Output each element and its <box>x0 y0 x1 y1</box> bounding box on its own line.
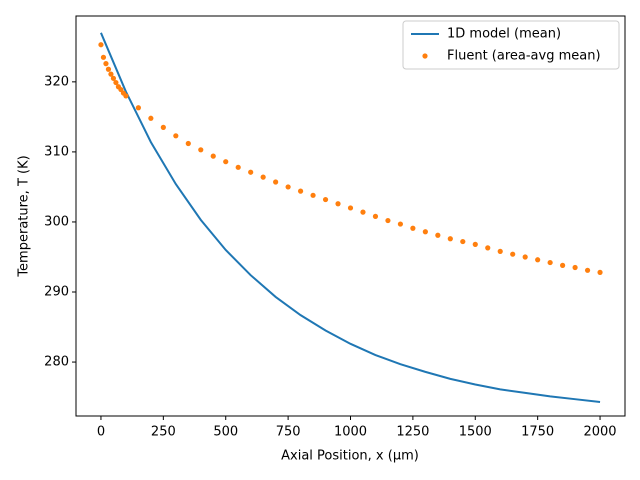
x-tick-label: 1000 <box>334 425 367 440</box>
scatter-point <box>597 269 603 275</box>
y-tick-label: 300 <box>44 214 69 229</box>
x-tick-label: 250 <box>151 425 176 440</box>
scatter-point <box>113 79 119 86</box>
scatter-point <box>422 229 428 235</box>
scatter-point <box>285 184 291 190</box>
scatter-point <box>510 251 516 257</box>
x-tick-label: 1750 <box>521 425 554 440</box>
y-tick-label: 290 <box>44 285 69 300</box>
y-tick-label: 320 <box>44 74 69 89</box>
legend-box <box>402 20 620 70</box>
scatter-point <box>185 140 191 147</box>
scatter-point <box>360 209 366 215</box>
scatter-point <box>248 169 254 175</box>
scatter-point <box>235 164 241 170</box>
scatter-point <box>447 236 453 242</box>
scatter-point <box>148 115 154 121</box>
scatter-point <box>410 225 416 231</box>
x-tick-label: 1250 <box>396 425 429 440</box>
legend-marker <box>422 53 428 59</box>
scatter-point <box>485 245 491 251</box>
scatter-point <box>372 213 379 219</box>
y-tick-label: 310 <box>44 144 69 159</box>
scatter-point <box>98 42 104 48</box>
line-series <box>100 32 601 403</box>
x-tick-label: 750 <box>276 425 301 440</box>
plot-frame <box>75 15 626 417</box>
scatter-point <box>584 267 591 273</box>
scatter-point <box>135 105 141 111</box>
scatter-point <box>310 192 316 198</box>
scatter-point <box>198 147 204 153</box>
scatter-point <box>123 93 129 99</box>
scatter-point <box>160 124 166 130</box>
scatter-point <box>260 174 266 180</box>
scatter-point <box>223 159 229 165</box>
scatter-point <box>497 248 503 254</box>
scatter-point <box>103 61 109 67</box>
scatter-point <box>108 71 114 77</box>
scatter-point <box>322 196 329 203</box>
x-tick-label: 0 <box>97 425 105 440</box>
x-axis-label: Axial Position, x (μm) <box>281 449 419 464</box>
scatter-point <box>385 217 391 224</box>
scatter-point <box>460 238 466 245</box>
legend-label: Fluent (area-avg mean) <box>447 49 601 64</box>
scatter-point <box>547 259 553 266</box>
scatter-point <box>100 54 107 60</box>
scatter-point <box>110 75 117 81</box>
scatter-point <box>435 232 441 238</box>
scatter-point <box>273 179 279 185</box>
scatter-point <box>572 264 578 271</box>
scatter-point <box>105 66 112 72</box>
scatter-point <box>335 201 341 207</box>
scatter-point <box>472 241 478 247</box>
scatter-point <box>210 153 216 159</box>
y-axis-label: Temperature, T (K) <box>17 155 32 277</box>
legend-label: 1D model (mean) <box>447 27 561 42</box>
scatter-point <box>535 257 541 263</box>
scatter-point <box>397 221 404 227</box>
scatter-point <box>173 133 179 139</box>
scatter-point <box>522 254 528 260</box>
x-tick-label: 500 <box>213 425 238 440</box>
x-tick-label: 1500 <box>459 425 492 440</box>
scatter-point <box>297 188 304 194</box>
y-tick-label: 280 <box>44 355 69 370</box>
scatter-point <box>560 262 566 268</box>
x-tick-label: 2000 <box>583 425 616 440</box>
scatter-point <box>347 205 354 211</box>
